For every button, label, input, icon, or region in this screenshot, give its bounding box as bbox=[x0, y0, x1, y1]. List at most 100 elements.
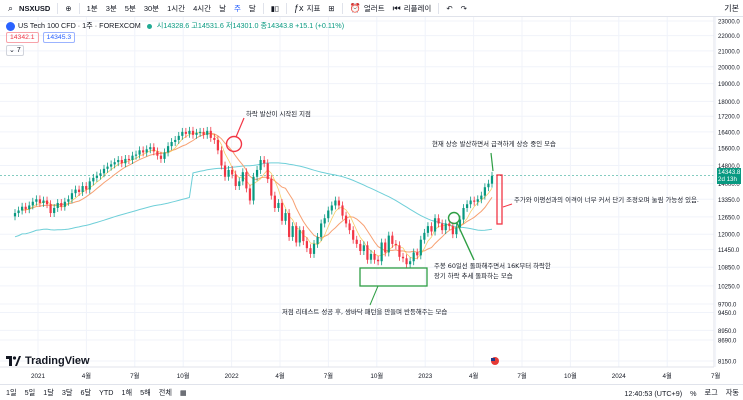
percent-toggle[interactable]: % bbox=[690, 388, 697, 398]
range-5d[interactable]: 5일 bbox=[24, 387, 36, 397]
bottom-right-controls: 12:40:53 (UTC+9) % 로그 자동 bbox=[624, 385, 739, 400]
redo-button[interactable]: ↷ bbox=[457, 0, 471, 17]
undo-icon: ↶ bbox=[446, 3, 453, 13]
price-tick-label: 17200.0 bbox=[718, 115, 740, 121]
compare-button[interactable]: ⊕ bbox=[61, 0, 75, 17]
divider bbox=[57, 2, 59, 14]
double-bottom-box bbox=[359, 267, 428, 287]
candle-up bbox=[138, 150, 141, 155]
range-3m[interactable]: 3달 bbox=[61, 387, 73, 397]
sell-button[interactable]: 14342.1 bbox=[6, 32, 39, 43]
tf-30m[interactable]: 30분 bbox=[143, 3, 160, 13]
price-tick-label: 18000.0 bbox=[718, 100, 740, 106]
range-all[interactable]: 전체 bbox=[158, 387, 172, 397]
candle-down bbox=[77, 189, 81, 192]
candle-up bbox=[28, 205, 31, 210]
replay-icon: ⏮ bbox=[392, 2, 401, 13]
us-flag-icon bbox=[6, 21, 15, 31]
candle-up bbox=[330, 205, 333, 211]
time-tick-label: 7월 bbox=[324, 371, 334, 380]
price-tick-label: 14800.0 bbox=[718, 164, 740, 170]
candle-down bbox=[430, 226, 433, 232]
candle-up bbox=[433, 218, 437, 232]
candle-up bbox=[334, 200, 337, 206]
range-5y[interactable]: 5해 bbox=[140, 387, 151, 397]
range-1d[interactable]: 1일 bbox=[6, 387, 17, 397]
candle-up bbox=[462, 207, 465, 220]
date-range-button[interactable]: ▦ bbox=[180, 388, 187, 397]
auto-toggle[interactable]: 자동 bbox=[725, 388, 739, 397]
tf-month[interactable]: 달 bbox=[248, 3, 256, 13]
indicator-collapse-button[interactable]: ⌄ 7 bbox=[6, 45, 24, 56]
instrument-title[interactable]: US Tech 100 CFD · 1주 · FOREXCOM bbox=[18, 21, 141, 30]
layout-select[interactable]: 기본 bbox=[724, 4, 739, 13]
divider bbox=[78, 2, 80, 14]
candle-up bbox=[67, 199, 70, 202]
range-6m[interactable]: 6달 bbox=[80, 387, 92, 397]
tf-1h[interactable]: 1시간 bbox=[167, 3, 186, 13]
candle-up bbox=[195, 132, 198, 135]
candle-up bbox=[117, 159, 120, 163]
candle-down bbox=[223, 165, 227, 177]
tf-3m[interactable]: 3분 bbox=[105, 3, 117, 13]
candle-down bbox=[416, 252, 419, 256]
candle-down bbox=[451, 226, 454, 235]
candle-up bbox=[380, 242, 383, 262]
candle-down bbox=[156, 151, 159, 156]
low-value: 저14301.0 bbox=[225, 21, 259, 30]
candle-down bbox=[24, 206, 27, 210]
candle-up bbox=[423, 232, 426, 240]
price-tick-label: 11450.0 bbox=[718, 248, 740, 254]
candle-down bbox=[401, 256, 405, 259]
time-tick-label: 7월 bbox=[130, 371, 140, 380]
candle-down bbox=[191, 130, 195, 135]
tf-1m[interactable]: 1분 bbox=[86, 3, 98, 13]
candle-down bbox=[209, 130, 212, 138]
candle-down bbox=[248, 188, 252, 201]
candle-up bbox=[465, 204, 469, 208]
layout-button[interactable]: ⊞ bbox=[324, 0, 338, 17]
time-tick-label: 4월 bbox=[469, 371, 479, 380]
tf-week[interactable]: 주 bbox=[233, 3, 241, 13]
price-tick-label: 10250.0 bbox=[718, 284, 740, 290]
candle-up bbox=[469, 200, 472, 205]
price-tick-label: 22000.0 bbox=[718, 34, 740, 40]
candle-up bbox=[174, 139, 177, 142]
chart-legend: US Tech 100 CFD · 1주 · FOREXCOM 시14328.6… bbox=[6, 21, 344, 31]
replay-button[interactable]: ⏮ 리플레이 bbox=[389, 0, 436, 17]
tf-4h[interactable]: 4시간 bbox=[193, 3, 212, 13]
price-axis: 23000.0 22000.0 21000.0 20000.0 19000.0 18000… bbox=[713, 17, 740, 367]
time-tick-label: 2021 bbox=[31, 373, 46, 380]
candle-up bbox=[163, 152, 166, 159]
resistance-pointer bbox=[502, 203, 513, 208]
candle-up bbox=[42, 200, 45, 203]
symbol-search[interactable]: ⌕ NSXUSD bbox=[4, 0, 54, 17]
divider bbox=[341, 2, 343, 14]
search-icon: ⌕ bbox=[8, 2, 14, 13]
range-1y[interactable]: 1해 bbox=[121, 387, 133, 397]
candle-up bbox=[188, 130, 191, 134]
indicators-button[interactable]: ƒx 지표 bbox=[290, 0, 324, 17]
price-tick-label: 9700.0 bbox=[718, 302, 737, 308]
add-circle-icon: ⊕ bbox=[65, 3, 72, 13]
candle-up bbox=[177, 135, 180, 140]
tf-5m[interactable]: 5분 bbox=[124, 3, 136, 13]
range-ytd[interactable]: YTD bbox=[99, 388, 114, 397]
chart-type-button[interactable]: ▮▯ bbox=[267, 0, 283, 17]
open-value: 시14328.6 bbox=[156, 21, 190, 30]
range-1m[interactable]: 1달 bbox=[43, 387, 54, 397]
bar-countdown: 2d 13h bbox=[718, 176, 737, 183]
candle-down bbox=[394, 243, 397, 246]
log-toggle[interactable]: 로그 bbox=[704, 388, 718, 397]
candle-down bbox=[245, 172, 248, 189]
tf-day[interactable]: 날 bbox=[219, 3, 226, 13]
candle-up bbox=[284, 213, 287, 221]
candle-down bbox=[441, 223, 444, 231]
buy-button[interactable]: 14345.3 bbox=[42, 32, 76, 43]
undo-button[interactable]: ↶ bbox=[442, 0, 456, 17]
alert-button[interactable]: ⏰ 얼러트 bbox=[346, 0, 389, 17]
candle-down bbox=[142, 150, 145, 153]
candle-up bbox=[480, 195, 483, 200]
